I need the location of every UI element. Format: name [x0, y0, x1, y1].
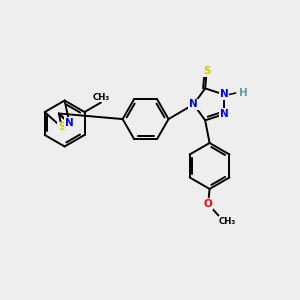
Text: S: S	[203, 66, 210, 76]
Text: CH₃: CH₃	[219, 217, 236, 226]
Text: N: N	[189, 99, 198, 110]
Text: N: N	[220, 89, 228, 100]
Text: CH₃: CH₃	[92, 93, 110, 102]
Text: H: H	[239, 88, 248, 98]
Text: O: O	[204, 199, 212, 209]
Text: N: N	[65, 118, 74, 128]
Text: N: N	[220, 109, 228, 119]
Text: S: S	[58, 122, 65, 132]
